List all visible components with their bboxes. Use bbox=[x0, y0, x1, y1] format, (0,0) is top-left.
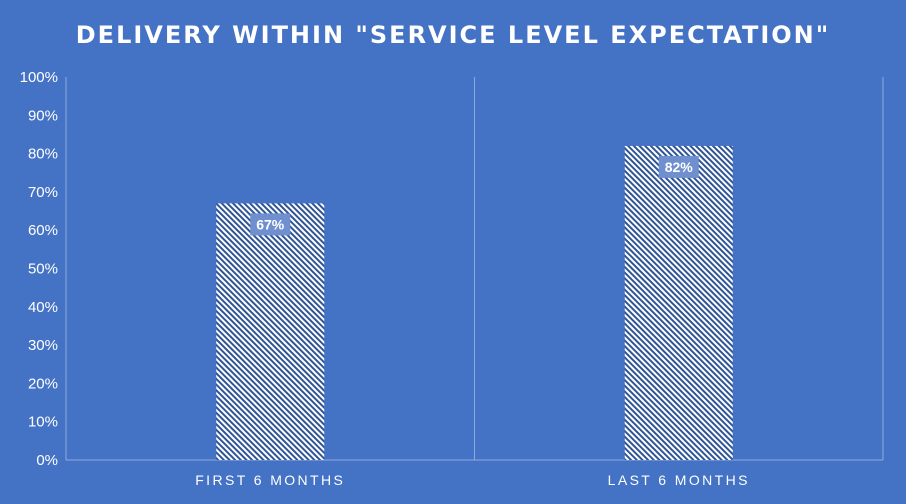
x-category-label: LAST 6 MONTHS bbox=[608, 472, 750, 488]
data-label-box bbox=[658, 155, 699, 178]
bar bbox=[216, 203, 325, 460]
y-tick-label: 30% bbox=[28, 337, 58, 354]
y-tick-label: 80% bbox=[28, 146, 58, 163]
y-tick-label: 60% bbox=[28, 222, 58, 239]
y-tick-label: 70% bbox=[28, 184, 58, 201]
y-tick-label: 90% bbox=[28, 107, 58, 124]
y-tick-label: 100% bbox=[20, 69, 58, 86]
plot-area: 0% 10% 20% 30% 40% 50% 60% 70% 80% 90% 100% 67% FIRS… bbox=[20, 69, 884, 488]
x-category-label: FIRST 6 MONTHS bbox=[195, 472, 345, 488]
data-label-box bbox=[250, 213, 291, 236]
y-tick-label: 20% bbox=[28, 375, 58, 392]
data-label: 67% bbox=[256, 216, 285, 232]
chart-title: DELIVERY WITHIN "SERVICE LEVEL EXPECTATI… bbox=[76, 21, 830, 49]
data-label: 82% bbox=[665, 159, 694, 175]
y-tick-label: 50% bbox=[28, 261, 58, 278]
bar bbox=[624, 145, 733, 460]
y-tick-label: 40% bbox=[28, 299, 58, 316]
y-tick-label: 0% bbox=[36, 452, 58, 469]
y-tick-label: 10% bbox=[28, 414, 58, 431]
